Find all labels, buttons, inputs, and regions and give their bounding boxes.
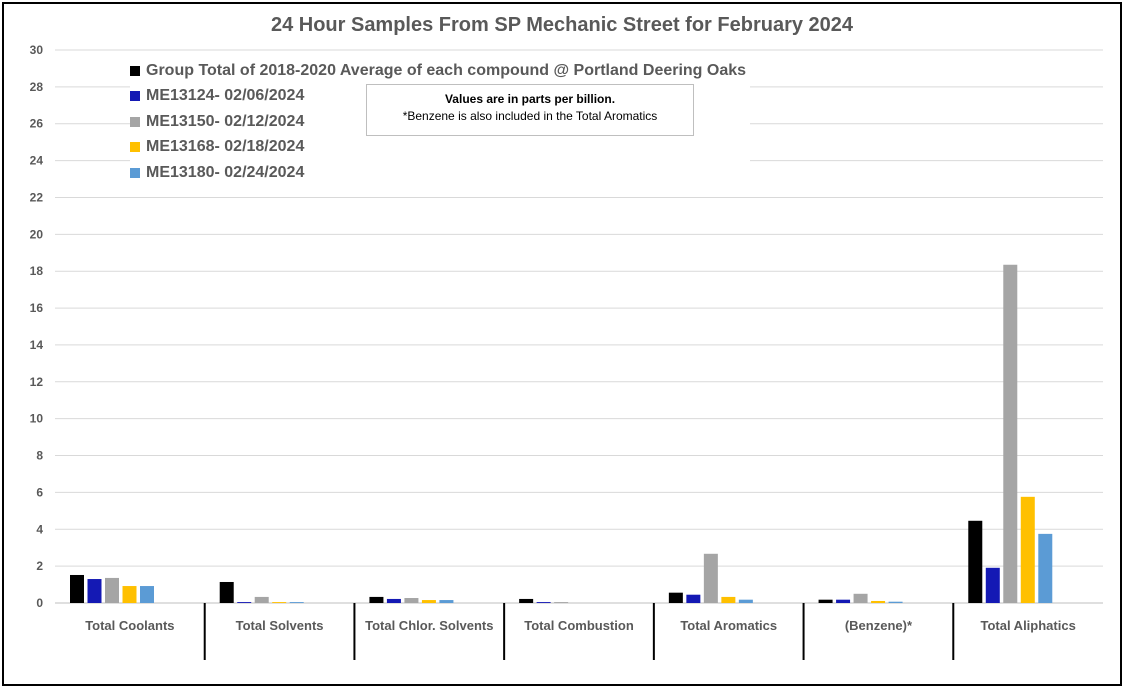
annotation-box: Values are in parts per billion. *Benzen… (366, 84, 694, 136)
x-tick-label: Total Solvents (236, 618, 324, 633)
y-tick-label: 26 (30, 117, 44, 131)
y-tick-label: 8 (36, 449, 43, 463)
y-tick-label: 0 (36, 596, 43, 610)
y-tick-label: 20 (30, 227, 44, 241)
bar (404, 598, 419, 603)
bar (254, 596, 269, 603)
y-tick-label: 28 (30, 80, 44, 94)
bar (668, 592, 683, 603)
bar (686, 594, 701, 603)
legend-label: Group Total of 2018-2020 Average of each… (146, 61, 747, 79)
bar (289, 602, 304, 603)
bar (985, 567, 1000, 603)
bar (836, 599, 851, 603)
bar (968, 520, 983, 603)
y-tick-label: 24 (30, 154, 44, 168)
bar (1038, 533, 1053, 603)
bar (1020, 496, 1035, 603)
y-tick-label: 12 (30, 375, 44, 389)
bar (105, 577, 119, 603)
x-tick-label: (Benzene)* (845, 618, 913, 633)
bar (871, 600, 886, 603)
legend-item: ME13150- 02/12/2024 (130, 109, 309, 135)
legend-label: ME13124- 02/06/2024 (146, 87, 305, 105)
chart-title: 24 Hour Samples From SP Mechanic Street … (270, 14, 854, 36)
x-tick-label: Total Aliphatics (980, 618, 1075, 633)
y-tick-label: 6 (36, 485, 43, 499)
bar (237, 602, 252, 603)
bar (421, 600, 436, 603)
legend-swatch (130, 91, 140, 102)
legend-item: ME13168- 02/18/2024 (130, 134, 309, 160)
y-tick-label: 10 (30, 412, 44, 426)
annotation-line-1: Values are in parts per billion. (444, 92, 616, 106)
legend-swatch (130, 142, 140, 153)
bar (122, 586, 137, 603)
y-tick-label: 16 (30, 301, 44, 315)
bar (140, 586, 154, 603)
legend-label: ME13150- 02/12/2024 (146, 112, 305, 130)
bar (703, 553, 718, 603)
y-tick-label: 4 (36, 522, 43, 536)
legend-swatch (130, 116, 140, 127)
x-tick-label: Total Chlor. Solvents (365, 618, 493, 633)
legend-label: ME13168- 02/18/2024 (146, 138, 305, 156)
legend-item: ME13124- 02/06/2024 (130, 83, 309, 109)
legend-swatch (130, 65, 140, 76)
bar (369, 596, 384, 603)
bar (519, 598, 534, 603)
bar (439, 600, 454, 603)
bar (386, 598, 401, 603)
y-tick-label: 2 (36, 559, 43, 573)
legend-label: ME13180- 02/24/2024 (146, 163, 305, 181)
y-tick-label: 14 (30, 338, 44, 352)
legend-swatch (130, 167, 140, 178)
bar (721, 596, 736, 603)
bar (87, 579, 102, 603)
bar (219, 581, 234, 603)
bar (1003, 264, 1018, 603)
x-tick-label: Total Combustion (524, 618, 634, 633)
y-tick-label: 30 (30, 43, 44, 57)
legend-item: ME13180- 02/24/2024 (130, 160, 309, 186)
y-tick-label: 22 (30, 190, 44, 204)
bar (853, 593, 868, 603)
bar (818, 599, 833, 603)
bar (536, 602, 551, 603)
annotation-line-2: *Benzene is also included in the Total A… (402, 109, 658, 123)
y-tick-label: 18 (30, 264, 44, 278)
x-tick-label: Total Coolants (85, 618, 174, 633)
legend-item: Group Total of 2018-2020 Average of each… (130, 58, 751, 84)
bar (70, 574, 84, 603)
bar (888, 601, 903, 603)
bar (272, 602, 287, 603)
bar (738, 599, 753, 603)
bar (554, 602, 569, 603)
x-tick-label: Total Aromatics (680, 618, 777, 633)
